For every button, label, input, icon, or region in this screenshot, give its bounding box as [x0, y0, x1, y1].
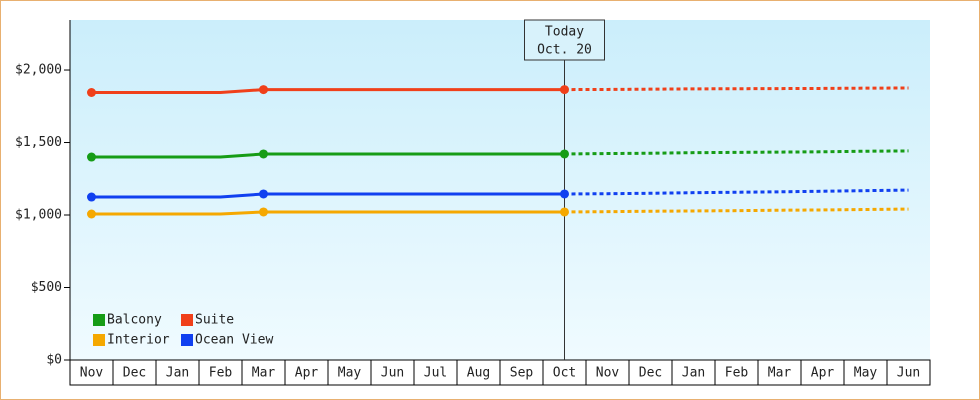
- legend-swatch: [93, 334, 105, 346]
- x-tick-label: Jun: [897, 366, 920, 381]
- series-line: [91, 192, 565, 199]
- y-tick-label: $1,500: [15, 135, 62, 150]
- x-tick-label: Jul: [424, 366, 447, 381]
- series-dot: [87, 152, 96, 162]
- legend-swatch: [181, 334, 193, 346]
- x-tick-label: May: [854, 366, 878, 381]
- x-tick-label: Jun: [381, 366, 404, 381]
- x-tick-label: May: [338, 366, 362, 381]
- x-tick-label: Nov: [596, 366, 620, 381]
- forecast-line: [564, 188, 909, 196]
- legend-label: Balcony: [107, 313, 162, 328]
- series-dot: [259, 149, 268, 159]
- x-tick-label: Apr: [811, 366, 835, 381]
- x-tick-label: Jan: [682, 366, 705, 381]
- plot-area: [70, 20, 930, 360]
- series-dot: [259, 85, 268, 95]
- legend-label: Suite: [195, 313, 234, 328]
- legend-label: Interior: [107, 333, 170, 348]
- x-tick-label: Mar: [252, 366, 276, 381]
- y-tick-label: $500: [31, 280, 62, 295]
- x-tick-label: Jan: [166, 366, 189, 381]
- series-dot: [259, 189, 268, 199]
- today-box: [524, 19, 605, 61]
- x-tick-label: Dec: [123, 366, 146, 381]
- series-dot: [87, 192, 96, 202]
- series-line: [91, 88, 565, 94]
- today-label: Today: [545, 25, 584, 40]
- x-tick-label: Sep: [510, 366, 534, 381]
- y-tick-label: $2,000: [15, 63, 62, 78]
- today-date: Oct. 20: [537, 43, 592, 58]
- series-dot: [87, 87, 96, 97]
- series-dot: [87, 209, 96, 219]
- legend-label: Ocean View: [195, 333, 273, 348]
- series-dot: [259, 207, 268, 217]
- y-tick-label: $1,000: [15, 208, 62, 223]
- series-line: [91, 210, 565, 216]
- x-tick-label: Mar: [768, 366, 792, 381]
- forecast-line: [564, 207, 909, 214]
- forecast-line: [564, 149, 909, 156]
- x-tick-label: Dec: [639, 366, 662, 381]
- x-tick-label: Feb: [209, 366, 233, 381]
- legend-swatch: [181, 314, 193, 326]
- y-tick-label: $0: [46, 353, 62, 368]
- forecast-line: [564, 86, 909, 92]
- x-tick-label: Aug: [467, 366, 490, 381]
- x-tick-label: Nov: [80, 366, 104, 381]
- x-tick-label: Oct: [553, 366, 576, 381]
- series-line: [91, 152, 565, 159]
- x-tick-label: Apr: [295, 366, 319, 381]
- x-tick-label: Feb: [725, 366, 749, 381]
- legend-swatch: [93, 314, 105, 326]
